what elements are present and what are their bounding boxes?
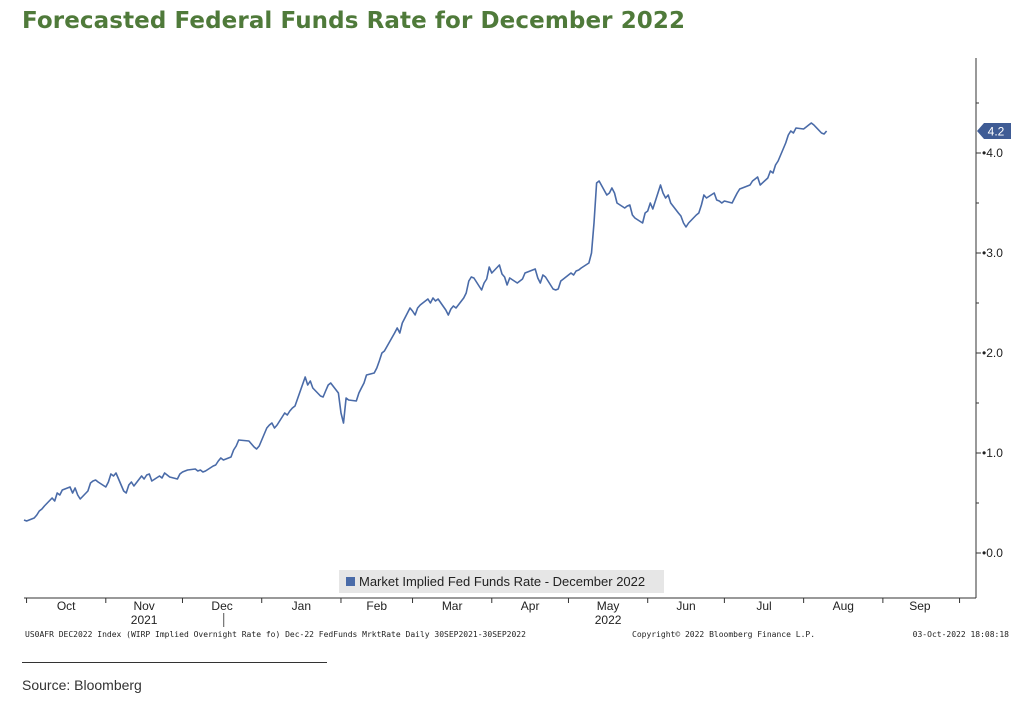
source-note: Source: Bloomberg xyxy=(22,677,142,693)
legend: Market Implied Fed Funds Rate - December… xyxy=(339,570,664,593)
x-year-label: 2021 xyxy=(131,613,158,627)
timestamp: 03-Oct-2022 18:08:18 xyxy=(913,630,1010,639)
plot-frame xyxy=(24,58,977,599)
copyright-notice: Copyright© 2022 Bloomberg Finance L.P. xyxy=(632,630,815,639)
y-tick-label: •1.0 xyxy=(982,446,1003,460)
y-tick-label: •0.0 xyxy=(982,546,1003,560)
x-tick-label: Apr xyxy=(521,599,540,613)
last-value-label: 4.2 xyxy=(988,125,1005,139)
series-line xyxy=(23,122,828,522)
legend-background xyxy=(339,570,664,593)
x-year-label: 2022 xyxy=(595,613,622,627)
x-tick-label: Dec xyxy=(211,599,232,613)
x-tick-label: Mar xyxy=(442,599,463,613)
line-chart: •0.0 •1.0 •2.0 •3.0 •4.0 4.2 Oct Nov Dec Jan Feb M… xyxy=(23,58,1011,639)
x-tick-label: Jan xyxy=(292,599,311,613)
x-tick-label: Jul xyxy=(756,599,771,613)
x-tick-label: Nov xyxy=(133,599,154,613)
series-layer xyxy=(23,122,828,522)
terminal-footer: US0AFR DEC2022 Index (WIRP Implied Overn… xyxy=(25,630,1009,639)
y-tick-label: •3.0 xyxy=(982,246,1003,260)
y-tick-label: •4.0 xyxy=(982,146,1003,160)
last-value-tag xyxy=(977,123,1011,139)
chart-title: Forecasted Federal Funds Rate for Decemb… xyxy=(22,8,686,34)
x-tick-label: Feb xyxy=(366,599,387,613)
x-tick-label: Oct xyxy=(57,599,76,613)
y-axis: •0.0 •1.0 •2.0 •3.0 •4.0 4.2 xyxy=(976,102,1011,560)
y-tick-label: •2.0 xyxy=(982,346,1003,360)
legend-label: Market Implied Fed Funds Rate - December… xyxy=(359,574,645,589)
x-axis: Oct Nov Dec Jan Feb Mar Apr May Jun Jul Aug Sep 2021… xyxy=(26,598,961,627)
x-tick-label: Aug xyxy=(833,599,854,613)
x-tick-label: Sep xyxy=(909,599,931,613)
terminal-index-description: US0AFR DEC2022 Index (WIRP Implied Overn… xyxy=(25,630,526,639)
footer-divider xyxy=(22,662,327,663)
legend-swatch xyxy=(346,577,355,586)
x-tick-label: Jun xyxy=(676,599,695,613)
x-tick-label: May xyxy=(597,599,620,613)
